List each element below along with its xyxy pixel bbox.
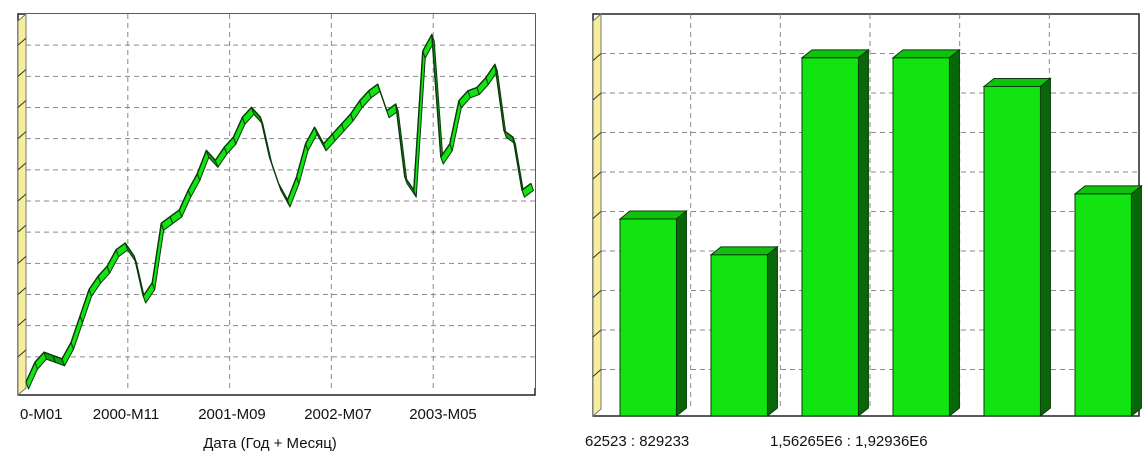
line-chart: 0-M01 2000-M11 2001-M09 2002-M07 2003-M05 Да…: [17, 12, 536, 452]
bar: [801, 57, 859, 417]
bar-y-tick: [592, 92, 602, 101]
line-y-tick: [17, 131, 27, 140]
bar-top-face: [1073, 185, 1143, 195]
line-series-path: [25, 33, 532, 383]
bar-y-ticks: [592, 53, 602, 377]
bar: [710, 254, 768, 417]
bar-side-face: [675, 209, 687, 418]
line-y-tick: [17, 37, 27, 46]
bar-side-face: [857, 48, 869, 418]
bar: [892, 57, 950, 417]
bar-top-face: [800, 49, 870, 59]
bar-y-tick: [592, 250, 602, 259]
line-x-tick-label: 2001-M09: [198, 406, 266, 423]
bar-y-tick: [592, 171, 602, 180]
line-y-tick: [17, 224, 27, 233]
bar: [1074, 193, 1132, 417]
line-x-axis-label: Дата (Год + Месяц): [203, 435, 337, 452]
bar-y-tick: [592, 53, 602, 61]
line-y-ticks: [17, 37, 27, 358]
line-series: [25, 33, 534, 390]
bar: [983, 85, 1041, 417]
line-x-tick-label: 2002-M07: [304, 406, 372, 423]
bar-x-tick-labels: 62523 : 829233 1,56265E6 : 1,92936E6: [585, 433, 928, 450]
bar-y-tick: [592, 290, 602, 298]
line-x-tick-labels: 0-M01 2000-M11 2001-M09 2002-M07 2003-M05: [20, 406, 477, 423]
bar-y-tick: [592, 369, 602, 377]
line-y-tick: [17, 193, 27, 202]
bar-x-tick-label: 1,56265E6 : 1,92936E6: [770, 433, 928, 450]
line-y-tick: [17, 162, 27, 171]
bar-side-face: [766, 245, 778, 418]
line-y-tick: [17, 318, 27, 327]
bar-chart: 62523 : 829233 1,56265E6 : 1,92936E6: [585, 12, 1143, 450]
bar-top-face: [709, 246, 779, 256]
line-x-tick-label: 0-M01: [20, 406, 63, 423]
line-y-tick: [17, 287, 27, 295]
bar-marks: [618, 48, 1143, 418]
line-x-tick-label: 2003-M05: [409, 406, 477, 423]
line-y-tick: [17, 100, 27, 108]
bar: [619, 218, 677, 417]
line-side-wall: [17, 12, 27, 397]
bar-top-face: [891, 49, 961, 59]
bar-top-face: [982, 77, 1052, 87]
line-y-tick: [17, 255, 27, 264]
line-grid: [26, 14, 535, 388]
bar-side-face: [948, 48, 960, 418]
line-y-tick: [17, 349, 27, 358]
line-y-tick: [17, 68, 27, 77]
bar-side-face: [1130, 184, 1142, 418]
bar-y-tick: [592, 329, 602, 338]
bar-y-tick: [592, 132, 602, 140]
bar-side-face: [1039, 77, 1051, 418]
bar-top-face: [618, 210, 688, 220]
bar-x-tick-label: 62523 : 829233: [585, 433, 689, 450]
bar-y-tick: [592, 211, 602, 219]
line-x-tick-label: 2000-M11: [93, 406, 159, 423]
